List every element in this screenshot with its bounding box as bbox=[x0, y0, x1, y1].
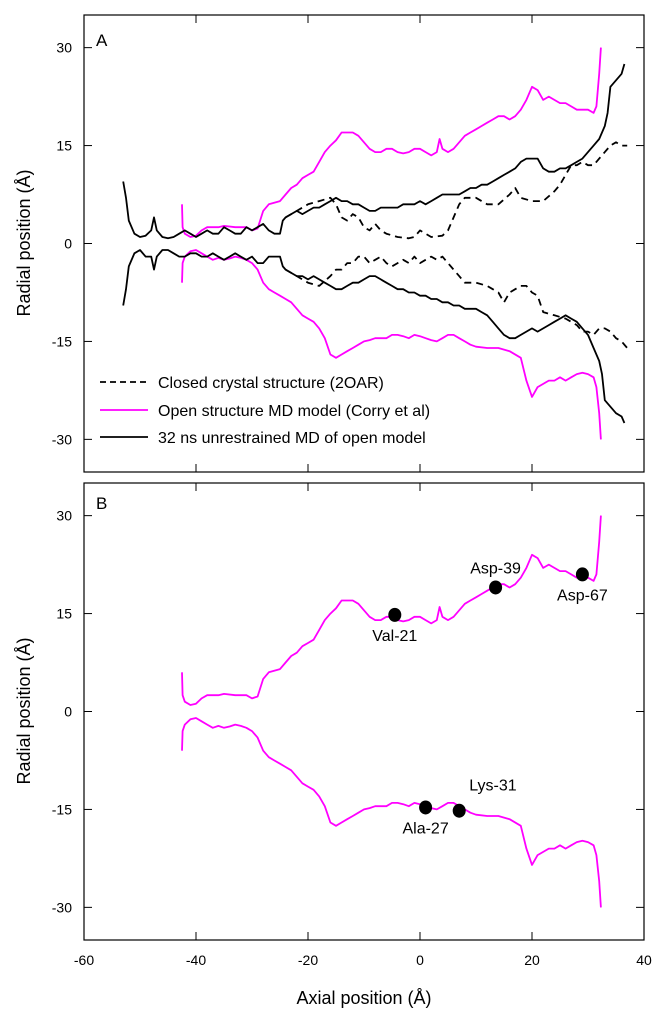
panel-b-x-ticks: -60 -40 -20 0 20 40 bbox=[74, 483, 652, 968]
panel-b-y-tick-label: 0 bbox=[64, 704, 72, 720]
panel-b-x-tick-label: -20 bbox=[298, 952, 318, 968]
panel-a-y-tick-label: 0 bbox=[64, 236, 72, 252]
panel-a-series-2-line-1 bbox=[122, 249, 626, 424]
panel-a-series-0-line-0 bbox=[285, 141, 628, 240]
panel-b-series-0-line-0 bbox=[181, 515, 602, 706]
panel-b-label: B bbox=[96, 494, 107, 513]
panel-b-x-tick-label: -40 bbox=[186, 952, 206, 968]
residue-label: Asp-39 bbox=[470, 560, 521, 577]
panel-b-y-tick-label: 15 bbox=[56, 606, 72, 622]
legend-label-closed: Closed crystal structure (2OAR) bbox=[158, 375, 384, 392]
residue-marker bbox=[388, 607, 402, 622]
panel-a-y-axis-title: Radial position (Å) bbox=[14, 169, 34, 316]
panel-a-y-tick-label: -15 bbox=[52, 333, 72, 349]
panel-a-label: A bbox=[96, 31, 108, 50]
panel-b-x-tick-label: -60 bbox=[74, 952, 94, 968]
residue-marker bbox=[452, 803, 466, 818]
panel-b-y-tick-label: -30 bbox=[52, 899, 72, 915]
panel-a-y-tick-label: 15 bbox=[56, 138, 72, 154]
panel-b-y-ticks: -30 -15 0 15 30 bbox=[52, 508, 644, 915]
panel-a: A Radial position (Å) -30 -15 0 15 30 Closed… bbox=[14, 14, 645, 473]
panel-a-x-ticks bbox=[83, 15, 645, 472]
residue-label: Lys-31 bbox=[469, 778, 517, 795]
panel-a-y-tick-label: 30 bbox=[56, 40, 72, 56]
panel-b-x-axis-title: Axial position (Å) bbox=[296, 988, 431, 1008]
panel-b-series bbox=[181, 515, 602, 908]
panel-a-y-tick-label: -30 bbox=[52, 431, 72, 447]
panel-b-series-0-line-1 bbox=[181, 717, 602, 908]
residue-label: Asp-67 bbox=[557, 587, 608, 604]
panel-a-series-0-line-1 bbox=[285, 255, 628, 349]
panel-a-series-2-line-0 bbox=[122, 63, 626, 240]
panel-b-x-tick-label: 20 bbox=[524, 952, 540, 968]
panel-a-y-ticks: -30 -15 0 15 30 bbox=[52, 40, 644, 447]
panel-b-y-axis-title: Radial position (Å) bbox=[14, 637, 34, 784]
legend-label-unrestrained: 32 ns unrestrained MD of open model bbox=[158, 430, 426, 447]
residue-marker bbox=[419, 800, 433, 815]
panel-b-x-tick-label: 40 bbox=[636, 952, 652, 968]
residue-label: Val-21 bbox=[372, 628, 417, 645]
panel-b-y-tick-label: -15 bbox=[52, 801, 72, 817]
residue-marker bbox=[489, 580, 503, 595]
residue-label: Ala-27 bbox=[402, 820, 448, 837]
panel-a-series-1-line-0 bbox=[181, 47, 602, 238]
residue-marker bbox=[575, 567, 589, 582]
legend: Closed crystal structure (2OAR) Open str… bbox=[100, 375, 430, 447]
panel-a-series bbox=[122, 47, 628, 440]
panel-b-frame bbox=[83, 482, 645, 941]
panel-b-x-tick-label: 0 bbox=[416, 952, 424, 968]
panel-b: B Radial position (Å) Axial position (Å)… bbox=[14, 482, 652, 1008]
legend-label-open: Open structure MD model (Corry et al) bbox=[158, 403, 430, 420]
panel-b-y-tick-label: 30 bbox=[56, 508, 72, 524]
panel-b-residues: Val-21 Asp-39 Asp-67 Ala-27 Lys-31 bbox=[372, 560, 608, 837]
